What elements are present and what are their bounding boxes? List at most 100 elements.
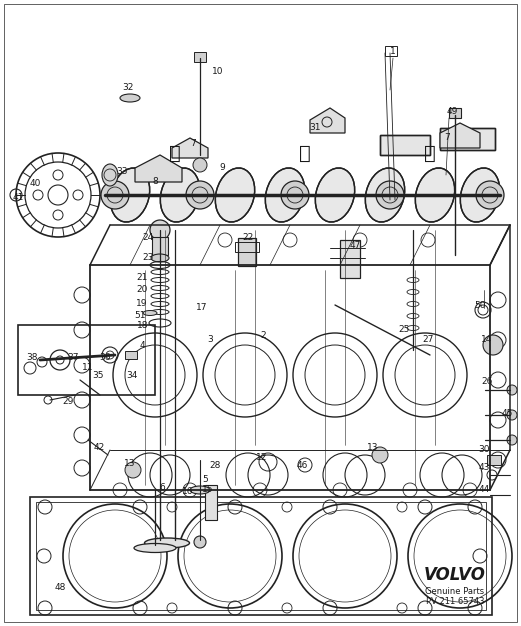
Circle shape	[372, 447, 388, 463]
Bar	[380, 135, 430, 155]
Bar	[18, 325, 155, 395]
Circle shape	[281, 181, 309, 209]
Bar	[440, 128, 495, 150]
Bar	[380, 135, 430, 155]
Text: 26: 26	[481, 377, 493, 386]
Bar	[487, 455, 501, 465]
Text: 38: 38	[26, 354, 38, 362]
Bar	[235, 242, 259, 252]
Text: 19: 19	[137, 299, 148, 307]
Text: 3: 3	[207, 336, 213, 344]
Circle shape	[507, 410, 517, 420]
Text: ⌒: ⌒	[299, 143, 311, 163]
Text: 14: 14	[481, 336, 493, 344]
Circle shape	[125, 462, 141, 478]
Text: 31: 31	[309, 123, 321, 133]
Text: PV 211 65743: PV 211 65743	[426, 597, 484, 607]
Text: 9: 9	[219, 163, 225, 173]
Text: 10: 10	[212, 68, 224, 76]
Text: 47: 47	[349, 240, 361, 250]
Ellipse shape	[151, 254, 169, 262]
Circle shape	[101, 181, 129, 209]
Ellipse shape	[365, 168, 405, 222]
Text: 45: 45	[501, 409, 513, 418]
Bar	[152, 237, 168, 255]
Circle shape	[507, 385, 517, 395]
Circle shape	[376, 181, 404, 209]
Text: 41: 41	[13, 193, 23, 202]
Ellipse shape	[461, 168, 500, 222]
Circle shape	[483, 335, 503, 355]
Polygon shape	[135, 155, 182, 182]
Text: 35: 35	[92, 371, 104, 379]
Text: 1: 1	[390, 48, 396, 56]
Text: 7: 7	[444, 133, 450, 143]
Text: 4: 4	[139, 341, 145, 349]
Text: 29: 29	[63, 398, 73, 406]
Text: 25: 25	[399, 326, 410, 334]
Bar	[125, 351, 137, 359]
Text: 49: 49	[446, 108, 457, 116]
Text: Genuine Parts: Genuine Parts	[426, 587, 485, 595]
Text: 13: 13	[367, 443, 379, 453]
Ellipse shape	[265, 168, 305, 222]
Text: 24: 24	[142, 233, 154, 242]
Text: 18: 18	[137, 321, 149, 329]
Text: 5: 5	[202, 476, 208, 485]
Text: 22: 22	[242, 233, 254, 242]
Text: 43: 43	[478, 463, 490, 473]
Text: 7: 7	[190, 138, 196, 148]
Text: 32: 32	[122, 83, 134, 93]
Text: 20: 20	[137, 285, 147, 294]
Circle shape	[507, 435, 517, 445]
Text: 40: 40	[29, 178, 41, 188]
Text: 12: 12	[256, 453, 268, 463]
Ellipse shape	[134, 543, 176, 553]
Text: 50: 50	[474, 300, 486, 309]
Text: 15: 15	[202, 486, 214, 495]
Circle shape	[186, 181, 214, 209]
Bar	[238, 238, 256, 266]
Circle shape	[150, 220, 170, 240]
Circle shape	[476, 181, 504, 209]
Bar	[385, 46, 397, 56]
Text: 42: 42	[93, 443, 105, 451]
Ellipse shape	[160, 168, 200, 222]
Text: 37: 37	[67, 352, 79, 361]
Text: 23: 23	[142, 254, 154, 262]
Circle shape	[193, 158, 207, 172]
Polygon shape	[440, 123, 480, 148]
Bar	[30, 497, 492, 615]
Text: 6: 6	[159, 483, 165, 493]
Bar	[449, 108, 461, 118]
Text: 16: 16	[182, 488, 194, 496]
Text: 27: 27	[423, 336, 433, 344]
Text: 46: 46	[296, 461, 308, 470]
Text: 51: 51	[134, 310, 146, 319]
Text: 34: 34	[126, 371, 138, 379]
Bar	[340, 240, 360, 278]
Circle shape	[194, 536, 206, 548]
Text: ⌒: ⌒	[169, 143, 181, 163]
Bar	[205, 485, 217, 520]
Bar	[440, 128, 495, 150]
Ellipse shape	[110, 168, 150, 222]
Text: 21: 21	[137, 274, 147, 282]
Text: VOLVO: VOLVO	[424, 566, 486, 584]
Text: 28: 28	[209, 461, 221, 470]
Text: 2: 2	[260, 331, 266, 339]
Ellipse shape	[144, 538, 190, 548]
Text: 44: 44	[478, 486, 490, 495]
Ellipse shape	[190, 486, 210, 494]
Text: 48: 48	[54, 583, 66, 592]
Text: 13: 13	[124, 458, 136, 468]
Ellipse shape	[315, 168, 355, 222]
Text: 33: 33	[116, 168, 128, 177]
Text: 11: 11	[82, 364, 94, 372]
Ellipse shape	[102, 164, 118, 186]
Ellipse shape	[215, 168, 255, 222]
Bar	[194, 52, 206, 62]
Ellipse shape	[143, 310, 157, 316]
Ellipse shape	[415, 168, 455, 222]
Text: 17: 17	[196, 302, 208, 312]
